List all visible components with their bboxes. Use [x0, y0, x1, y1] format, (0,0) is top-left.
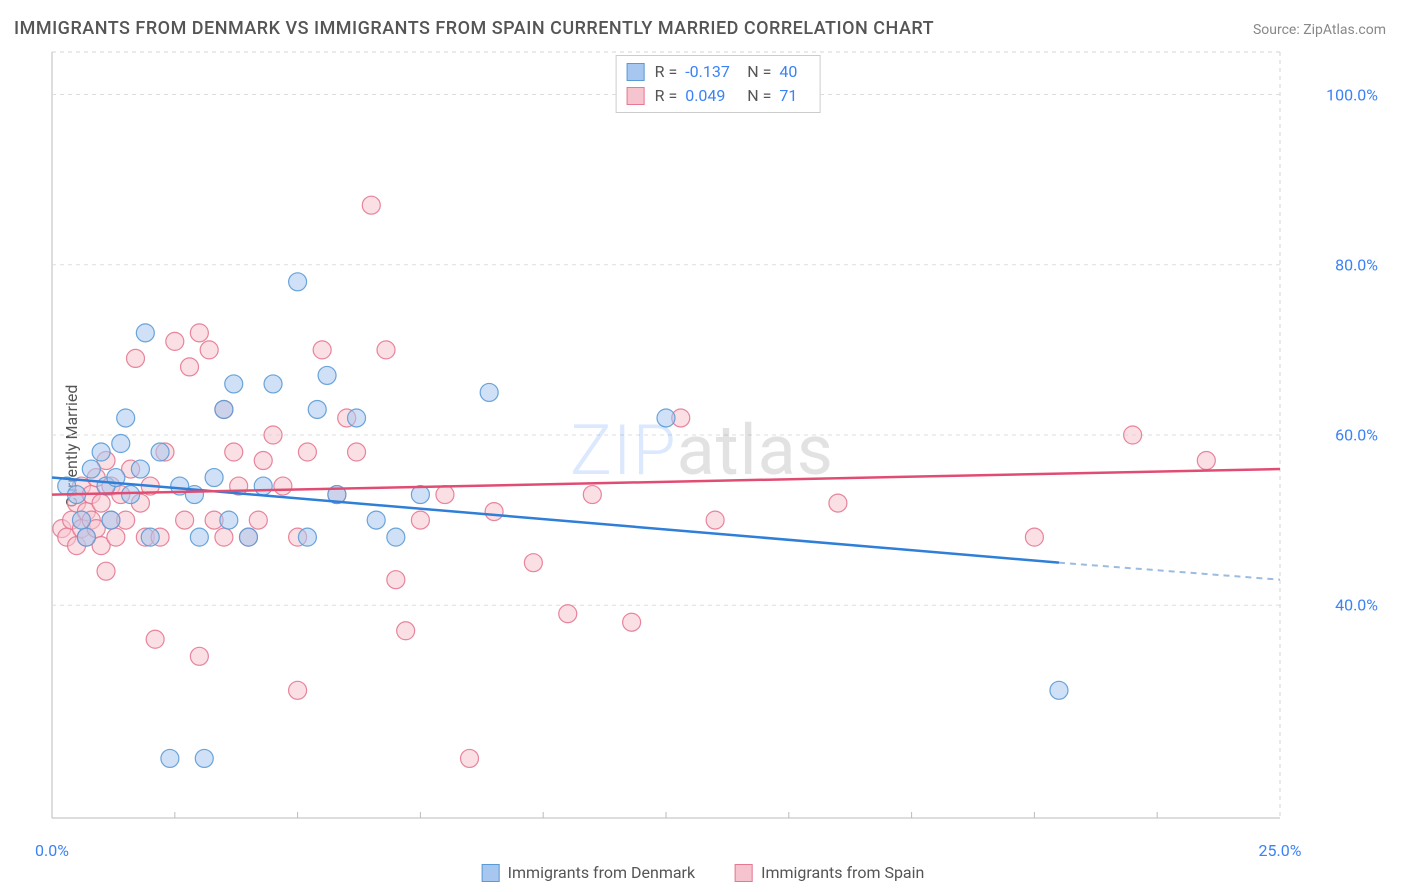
chart-title: IMMIGRANTS FROM DENMARK VS IMMIGRANTS FR… — [14, 18, 934, 39]
n-value: 71 — [779, 84, 809, 108]
scatter-plot-svg — [50, 50, 1350, 820]
r-value: 0.049 — [685, 84, 737, 108]
correlation-legend-box: R = -0.137 N = 40 R = 0.049 N = 71 — [616, 55, 821, 113]
legend-item: Immigrants from Spain — [735, 863, 924, 882]
x-tick-label: 25.0% — [1259, 841, 1302, 860]
x-tick-label: 0.0% — [35, 841, 69, 860]
n-label: N = — [747, 84, 771, 108]
n-value: 40 — [779, 60, 809, 84]
legend-label: Immigrants from Spain — [761, 863, 924, 882]
chart-area: R =-0.137N =40R =0.049N =71 ZIPatlas 40.… — [50, 50, 1386, 832]
source-link[interactable]: ZipAtlas.com — [1303, 22, 1386, 38]
source-attribution: Source: ZipAtlas.com — [1253, 22, 1386, 38]
correlation-row: R = -0.137 N = 40 — [627, 60, 810, 84]
source-prefix: Source: — [1253, 22, 1303, 38]
y-tick-label: 100.0% — [1326, 85, 1378, 104]
legend-label: Immigrants from Denmark — [508, 863, 695, 882]
series-swatch — [627, 63, 645, 81]
y-tick-label: 60.0% — [1335, 426, 1378, 445]
r-label: R = — [655, 60, 678, 84]
y-tick-label: 40.0% — [1335, 596, 1378, 615]
series-swatch — [627, 87, 645, 105]
bottom-legend: Immigrants from Denmark Immigrants from S… — [482, 863, 925, 882]
legend-item: Immigrants from Denmark — [482, 863, 695, 882]
legend-swatch — [482, 864, 500, 882]
r-value: -0.137 — [685, 60, 737, 84]
r-label: R = — [655, 84, 678, 108]
legend-swatch — [735, 864, 753, 882]
n-label: N = — [747, 60, 771, 84]
correlation-row: R = 0.049 N = 71 — [627, 84, 810, 108]
y-tick-label: 80.0% — [1335, 255, 1378, 274]
